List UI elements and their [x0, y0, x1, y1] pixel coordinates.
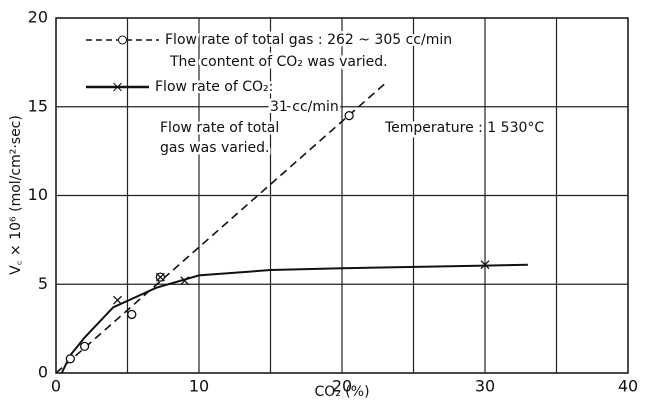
- x-tick-label: 10: [189, 377, 209, 396]
- legend-marker: [118, 35, 127, 45]
- legend-label: Flow rate of CO₂:: [155, 79, 273, 95]
- x-tick-label: 40: [618, 377, 638, 396]
- marker: [79, 341, 90, 352]
- y-axis-label: V꜀ × 10⁶ (mol/cm²·sec): [8, 115, 24, 275]
- legend-marker: [113, 82, 122, 92]
- y-tick-label: 10: [28, 185, 48, 204]
- x-tick-label: 30: [475, 377, 495, 396]
- legend-note: gas was varied.: [160, 140, 269, 156]
- series-line: [55, 83, 386, 374]
- marker: [344, 110, 354, 121]
- marker: [113, 295, 122, 305]
- series-line: [60, 263, 528, 374]
- x-tick-label: 0: [51, 377, 61, 396]
- legend-note: The content of CO₂ was varied.: [169, 54, 388, 70]
- legend-label: Flow rate of total gas : 262 ~ 305 cc/mi…: [165, 32, 452, 48]
- y-tick-label: 5: [38, 274, 48, 293]
- y-tick-label: 15: [28, 96, 48, 115]
- legend-note: Flow rate of total: [160, 120, 279, 136]
- marker: [155, 272, 165, 282]
- annotation: Temperature : 1 530°C: [384, 120, 544, 136]
- x-tick-label: 20: [332, 377, 352, 396]
- y-tick-label: 0: [38, 363, 48, 382]
- marker: [127, 309, 137, 320]
- marker: [480, 260, 490, 270]
- x-axis-label: CO₂ (%): [314, 384, 369, 400]
- marker: [65, 354, 75, 364]
- legend-note: 31 cc/min: [270, 99, 339, 115]
- marker: [180, 276, 190, 286]
- y-tick-label: 20: [28, 8, 48, 27]
